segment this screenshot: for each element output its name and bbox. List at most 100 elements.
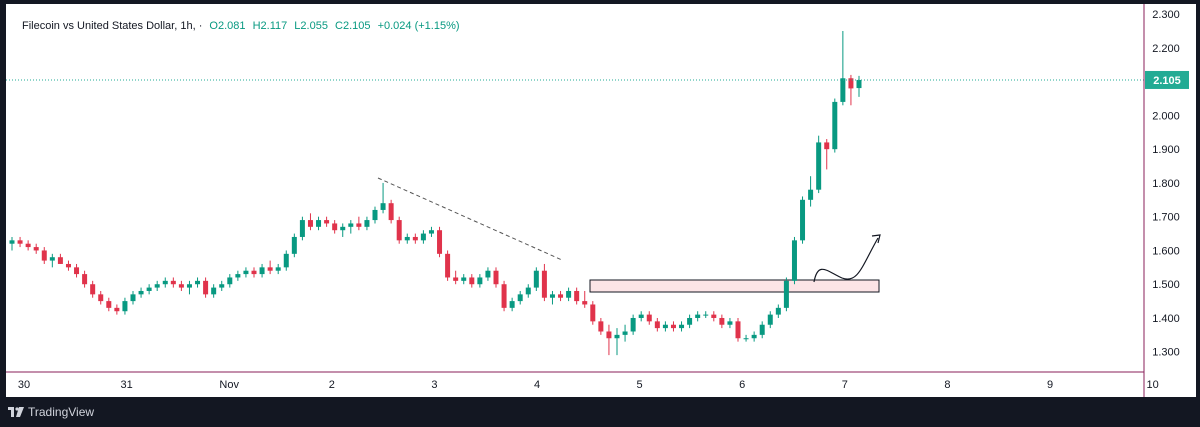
candle-body[interactable] bbox=[816, 142, 822, 190]
candle-body[interactable] bbox=[574, 290, 580, 302]
candle-body[interactable] bbox=[582, 301, 588, 305]
candle-body[interactable] bbox=[114, 307, 120, 312]
candle-body[interactable] bbox=[251, 270, 257, 275]
candle-body[interactable] bbox=[775, 307, 781, 315]
candle-body[interactable] bbox=[299, 220, 305, 237]
candle-body[interactable] bbox=[356, 223, 362, 227]
candle-body[interactable] bbox=[493, 270, 499, 285]
candle-body[interactable] bbox=[848, 78, 854, 89]
candle-body[interactable] bbox=[703, 314, 709, 316]
candle-body[interactable] bbox=[840, 78, 846, 102]
candle-body[interactable] bbox=[832, 101, 838, 150]
candle-body[interactable] bbox=[477, 277, 483, 285]
candle-body[interactable] bbox=[9, 240, 15, 244]
candle-body[interactable] bbox=[525, 287, 531, 295]
candle-body[interactable] bbox=[646, 314, 652, 322]
candle-body[interactable] bbox=[590, 304, 596, 322]
candle-body[interactable] bbox=[622, 331, 628, 335]
candle-body[interactable] bbox=[558, 294, 564, 298]
candle-body[interactable] bbox=[259, 267, 265, 275]
candle-body[interactable] bbox=[25, 243, 31, 248]
candle-body[interactable] bbox=[90, 284, 96, 295]
candle-body[interactable] bbox=[791, 240, 797, 281]
candle-body[interactable] bbox=[41, 250, 47, 261]
candle-body[interactable] bbox=[549, 294, 555, 298]
candle-body[interactable] bbox=[759, 324, 765, 335]
candle-body[interactable] bbox=[380, 203, 386, 210]
candle-body[interactable] bbox=[670, 324, 676, 329]
candle-body[interactable] bbox=[719, 317, 725, 325]
candle-body[interactable] bbox=[162, 280, 168, 285]
candle-body[interactable] bbox=[727, 321, 733, 325]
candle-body[interactable] bbox=[824, 142, 830, 150]
candle-body[interactable] bbox=[275, 267, 281, 271]
candle-body[interactable] bbox=[65, 263, 71, 268]
candle-body[interactable] bbox=[800, 199, 806, 241]
candle-body[interactable] bbox=[743, 338, 749, 340]
candle-body[interactable] bbox=[122, 301, 128, 312]
candle-body[interactable] bbox=[412, 236, 418, 241]
candle-body[interactable] bbox=[219, 284, 225, 288]
candle-body[interactable] bbox=[445, 253, 451, 278]
candle-body[interactable] bbox=[388, 203, 394, 221]
candle-body[interactable] bbox=[533, 270, 539, 288]
candle-body[interactable] bbox=[203, 280, 209, 295]
candle-body[interactable] bbox=[316, 220, 322, 227]
candle-body[interactable] bbox=[267, 267, 273, 271]
symbol-title[interactable]: Filecoin vs United States Dollar, 1h, · bbox=[22, 20, 203, 32]
candle-body[interactable] bbox=[146, 287, 152, 291]
candle-body[interactable] bbox=[783, 280, 789, 308]
candle-body[interactable] bbox=[340, 226, 346, 231]
candle-body[interactable] bbox=[49, 257, 55, 261]
candle-body[interactable] bbox=[856, 79, 862, 89]
candle-body[interactable] bbox=[614, 334, 620, 339]
candle-body[interactable] bbox=[751, 334, 757, 339]
trendline-dashed[interactable] bbox=[377, 177, 563, 261]
candle-body[interactable] bbox=[324, 220, 330, 224]
candle-body[interactable] bbox=[138, 290, 144, 295]
candle-body[interactable] bbox=[437, 230, 443, 254]
candle-body[interactable] bbox=[348, 223, 354, 227]
candle-body[interactable] bbox=[98, 294, 104, 302]
candle-body[interactable] bbox=[235, 274, 241, 278]
candle-body[interactable] bbox=[541, 270, 547, 298]
candle-body[interactable] bbox=[57, 257, 63, 264]
candle-body[interactable] bbox=[396, 220, 402, 241]
demand-zone-box[interactable] bbox=[589, 279, 880, 293]
candle-body[interactable] bbox=[469, 277, 475, 285]
candle-body[interactable] bbox=[662, 324, 668, 329]
candle-body[interactable] bbox=[195, 280, 201, 285]
candle-body[interactable] bbox=[695, 314, 701, 318]
candle-body[interactable] bbox=[130, 294, 136, 302]
candle-body[interactable] bbox=[735, 321, 741, 339]
candle-body[interactable] bbox=[687, 317, 693, 325]
chart-panel[interactable]: 1.300 1.400 1.500 1.600 1.700 1.800 1.900 2.000… bbox=[6, 4, 1196, 397]
candle-body[interactable] bbox=[178, 284, 184, 288]
candle-body[interactable] bbox=[404, 236, 410, 241]
candle-body[interactable] bbox=[227, 277, 233, 285]
candle-body[interactable] bbox=[307, 220, 313, 227]
tradingview-brand[interactable]: TradingView bbox=[8, 405, 94, 419]
candle-body[interactable] bbox=[767, 314, 773, 325]
candle-body[interactable] bbox=[461, 277, 467, 281]
projection-curve[interactable] bbox=[813, 237, 879, 283]
candle-body[interactable] bbox=[630, 317, 636, 332]
candle-body[interactable] bbox=[679, 324, 685, 329]
candle-body[interactable] bbox=[74, 267, 80, 275]
candle-body[interactable] bbox=[428, 230, 434, 234]
candle-body[interactable] bbox=[291, 236, 297, 254]
candle-body[interactable] bbox=[485, 270, 491, 278]
candle-body[interactable] bbox=[82, 274, 88, 285]
candle-body[interactable] bbox=[638, 314, 644, 318]
candle-body[interactable] bbox=[364, 220, 370, 227]
candle-body[interactable] bbox=[606, 331, 612, 339]
candle-body[interactable] bbox=[566, 290, 572, 298]
candle-body[interactable] bbox=[808, 189, 814, 200]
candle-body[interactable] bbox=[33, 247, 39, 251]
candle-body[interactable] bbox=[243, 270, 249, 275]
candle-body[interactable] bbox=[517, 294, 523, 302]
candle-body[interactable] bbox=[106, 301, 112, 308]
candle-body[interactable] bbox=[598, 321, 604, 332]
candle-body[interactable] bbox=[453, 277, 459, 281]
candle-body[interactable] bbox=[211, 287, 217, 295]
